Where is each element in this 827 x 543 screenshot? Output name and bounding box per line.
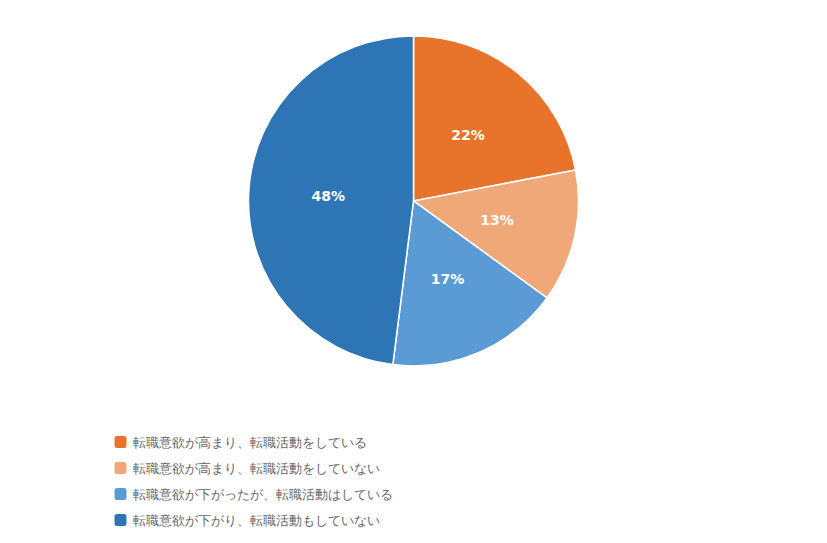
svg-text:転職意欲が高まり、転職活動をしている: 転職意欲が高まり、転職活動をしている <box>133 435 367 450</box>
svg-text:17%: 17% <box>431 271 465 287</box>
svg-text:転職意欲が下がったが、転職活動はしている: 転職意欲が下がったが、転職活動はしている <box>133 487 393 502</box>
svg-text:48%: 48% <box>311 188 345 204</box>
svg-text:22%: 22% <box>451 127 485 143</box>
svg-text:転職意欲が下がり、転職活動もしていない: 転職意欲が下がり、転職活動もしていない <box>133 513 380 528</box>
svg-text:13%: 13% <box>480 212 514 228</box>
svg-text:転職意欲が高まり、転職活動をしていない: 転職意欲が高まり、転職活動をしていない <box>133 461 380 476</box>
